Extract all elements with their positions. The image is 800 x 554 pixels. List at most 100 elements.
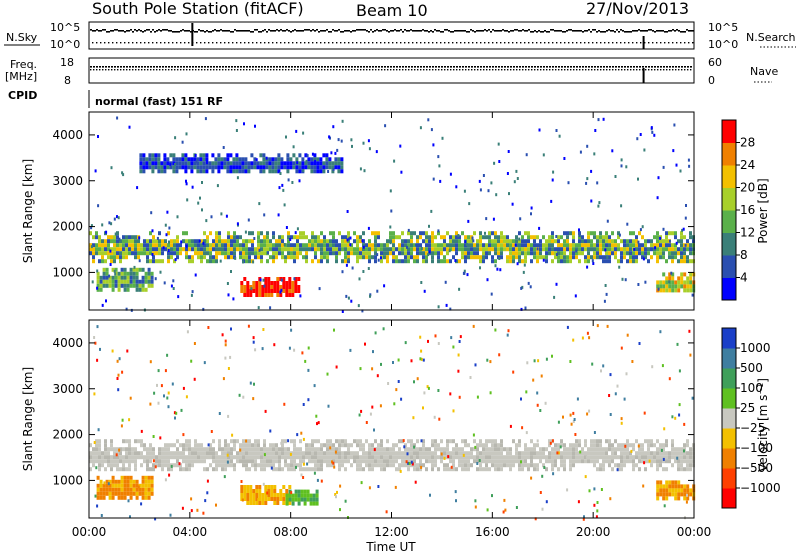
data-cell: [614, 255, 617, 260]
data-cell: [626, 459, 629, 464]
nave-trace-point: [573, 69, 575, 71]
data-cell: [241, 498, 244, 502]
freq-trace-point: [327, 66, 329, 68]
data-cell: [461, 455, 464, 460]
data-cell: [305, 447, 308, 452]
data-cell: [233, 231, 236, 236]
data-cell: [506, 463, 509, 468]
freq-trace-point: [180, 66, 182, 68]
data-cell: [257, 498, 260, 501]
data-cell: [665, 235, 668, 240]
data-cell: [241, 165, 245, 170]
nsky-trace-point: [246, 30, 248, 32]
colorbar-tick-label: 4: [740, 271, 748, 285]
data-cell: [317, 259, 320, 264]
freq-trace-point: [360, 66, 362, 68]
nave-trace-point: [270, 69, 272, 71]
data-cell: [599, 447, 602, 452]
data-cell: [224, 343, 227, 347]
data-cell: [419, 455, 422, 460]
date-label: 27/Nov/2013: [586, 0, 689, 18]
data-cell: [202, 307, 205, 311]
data-cell: [172, 161, 176, 166]
data-cell: [680, 243, 683, 248]
data-cell: [488, 231, 491, 236]
data-cell: [335, 455, 338, 460]
data-cell: [134, 439, 137, 444]
data-cell: [99, 491, 103, 496]
data-cell: [328, 157, 332, 162]
data-cell: [238, 157, 242, 162]
data-cell: [277, 157, 281, 162]
data-cell: [255, 493, 259, 497]
data-cell: [274, 157, 278, 162]
nsky-trace-point: [638, 29, 640, 31]
data-cell: [258, 248, 261, 252]
data-cell: [138, 267, 142, 272]
data-cell: [146, 247, 149, 252]
data-cell: [464, 255, 467, 260]
data-cell: [624, 278, 627, 282]
data-cell: [135, 483, 139, 488]
data-cell: [144, 271, 148, 276]
data-cell: [114, 275, 118, 280]
freq-trace-point: [510, 66, 512, 68]
nsearch-trace-point: [260, 42, 262, 44]
data-cell: [126, 491, 130, 496]
data-cell: [95, 455, 98, 460]
nave-trace-point: [204, 69, 206, 71]
nave-trace-point: [597, 69, 599, 71]
data-cell: [152, 467, 155, 472]
data-cell: [154, 465, 157, 469]
data-cell: [551, 239, 554, 244]
data-cell: [340, 157, 344, 162]
data-cell: [404, 251, 407, 256]
data-cell: [254, 463, 257, 468]
nsky-trace-point: [628, 31, 630, 33]
time-axis: 00:00 04:00 08:00 12:00 16:00 20:00 00:00: [72, 112, 711, 539]
data-cell: [512, 455, 515, 460]
data-cell: [593, 463, 596, 468]
data-cell: [119, 239, 122, 244]
freq-trace-point: [651, 66, 653, 68]
nsearch-trace-point: [532, 42, 534, 44]
nave-trace-point: [570, 69, 572, 71]
data-cell: [334, 165, 338, 170]
data-cell: [135, 287, 139, 292]
data-cell: [98, 459, 101, 464]
data-cell: [258, 285, 262, 289]
data-cell: [452, 459, 455, 464]
data-cell: [557, 447, 560, 452]
data-cell: [128, 447, 131, 452]
data-cell: [605, 439, 608, 444]
nsky-trace-point: [486, 30, 488, 32]
data-cell: [576, 397, 579, 401]
data-cell: [486, 278, 489, 282]
data-cell: [410, 255, 413, 260]
data-cell: [677, 280, 681, 285]
data-cell: [464, 443, 467, 448]
data-cell: [98, 235, 101, 240]
data-cell: [413, 247, 416, 252]
data-cell: [527, 281, 530, 285]
data-cell: [147, 491, 151, 496]
data-cell: [232, 165, 236, 170]
data-cell: [122, 459, 125, 464]
data-cell: [428, 243, 431, 248]
data-cell: [488, 235, 491, 240]
data-cell: [212, 243, 215, 248]
data-cell: [583, 515, 585, 519]
data-cell: [236, 459, 239, 464]
data-cell: [134, 463, 137, 468]
nave-trace-point: [666, 69, 668, 71]
data-cell: [644, 280, 647, 284]
data-cell: [221, 243, 224, 248]
data-cell: [329, 463, 332, 468]
data-cell: [135, 495, 139, 500]
data-cell: [255, 497, 259, 501]
nsearch-trace-point: [168, 42, 170, 44]
data-cell: [360, 481, 363, 485]
data-cell: [298, 161, 302, 166]
data-cell: [334, 157, 338, 162]
data-cell: [665, 455, 668, 460]
